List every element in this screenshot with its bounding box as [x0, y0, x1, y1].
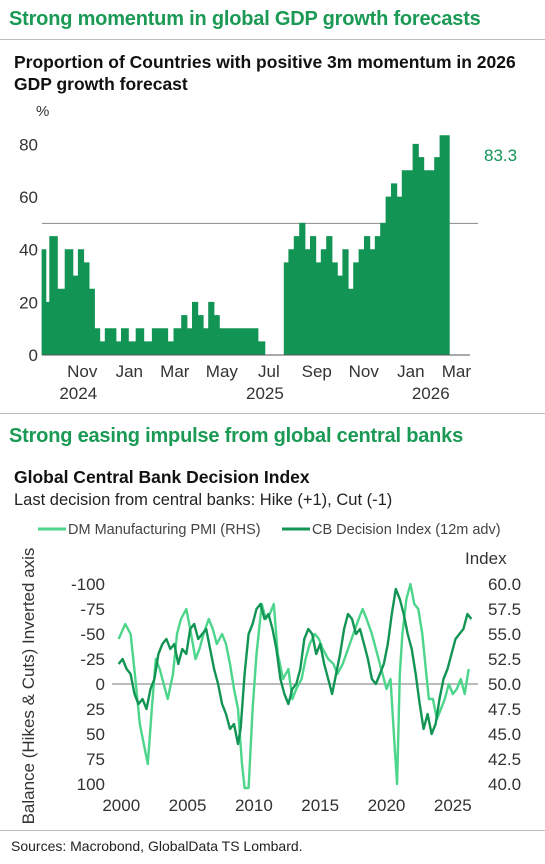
chart2-right-tick-47.5: 47.5 — [488, 700, 521, 719]
chart1-x-tick-year-2025: 2025 — [246, 384, 284, 400]
chart1-y-tick-40: 40 — [19, 241, 38, 260]
chart2-left-tick-50: 50 — [86, 725, 105, 744]
chart2-right-tick-45.0: 45.0 — [488, 725, 521, 744]
chart2-right-tick-55.0: 55.0 — [488, 625, 521, 644]
chart2-x-tick-2005: 2005 — [169, 796, 207, 815]
chart2-x-tick-2025: 2025 — [434, 796, 472, 815]
chart1-x-tick-month-4: Jul — [258, 362, 280, 381]
chart1-x-tick-month-8: Mar — [442, 362, 472, 381]
chart2-left-tick-0: 0 — [96, 675, 105, 694]
chart2-x-tick-2015: 2015 — [301, 796, 339, 815]
chart2-subtitle: Last decision from central banks: Hike (… — [14, 491, 393, 509]
chart1-area-series — [41, 135, 450, 356]
chart1-x-tick-month-2: Mar — [160, 362, 190, 381]
chart2-left-tick--50: -50 — [80, 625, 105, 644]
chart2-series-cb — [117, 587, 473, 746]
chart2-series-pmi — [117, 582, 470, 790]
legend-label-cb: CB Decision Index (12m adv) — [312, 522, 501, 538]
chart2-title: Global Central Bank Decision Index — [14, 467, 310, 487]
chart2-x-tick-2020: 2020 — [368, 796, 406, 815]
source-note: Sources: Macrobond, GlobalData TS Lombar… — [11, 838, 303, 854]
chart2-x-tick-2010: 2010 — [235, 796, 273, 815]
chart1-x-tick-month-1: Jan — [116, 362, 143, 381]
chart2-left-tick-75: 75 — [86, 750, 105, 769]
chart2-x-tick-2000: 2000 — [102, 796, 140, 815]
chart1-x-tick-month-5: Sep — [302, 362, 332, 381]
chart1-area-plot: % 0 20 40 60 80 83.3 Nov Jan Mar May Jul Sep Nov Jan Ma… — [19, 103, 517, 400]
chart2-right-tick-57.5: 57.5 — [488, 600, 521, 619]
chart1-y-tick-20: 20 — [19, 293, 38, 312]
chart1-x-tick-month-7: Jan — [397, 362, 424, 381]
chart2-left-tick--100: -100 — [71, 575, 105, 594]
chart1-y-tick-80: 80 — [19, 135, 38, 154]
chart1-last-value-label: 83.3 — [484, 146, 517, 165]
chart2-left-tick-100: 100 — [77, 775, 105, 794]
section-title-gdp: Strong momentum in global GDP growth for… — [9, 8, 481, 30]
chart1-x-tick-month-3: May — [206, 362, 239, 381]
section-divider-top — [0, 39, 545, 40]
chart2-left-tick-25: 25 — [86, 700, 105, 719]
chart1-x-tick-year-2024: 2024 — [59, 384, 97, 400]
chart1-y-unit-label: % — [36, 103, 49, 120]
chart2-right-tick-52.5: 52.5 — [488, 650, 521, 669]
chart1-x-tick-month-6: Nov — [349, 362, 380, 381]
chart2-right-tick-50.0: 50.0 — [488, 675, 521, 694]
chart1-title: Proportion of Countries with positive 3m… — [14, 52, 516, 94]
chart2-right-tick-60.0: 60.0 — [488, 575, 521, 594]
chart2-left-tick--25: -25 — [80, 650, 105, 669]
section-title-central-banks: Strong easing impulse from global centra… — [9, 425, 464, 447]
chart2-right-tick-40.0: 40.0 — [488, 775, 521, 794]
chart1-x-tick-year-2026: 2026 — [412, 384, 450, 400]
chart2-line-plot: DM Manufacturing PMI (RHS) CB Decision In… — [19, 522, 521, 825]
chart1-x-tick-month-0: Nov — [67, 362, 98, 381]
section-divider-bottom — [0, 830, 545, 831]
chart2-left-axis-title: Balance (Hikes & Cuts) Inverted axis — [19, 548, 38, 825]
chart1-y-tick-60: 60 — [19, 188, 38, 207]
chart1-y-tick-0: 0 — [29, 346, 38, 365]
section-divider-middle — [0, 413, 545, 414]
chart2-right-tick-42.5: 42.5 — [488, 750, 521, 769]
chart2-left-tick--75: -75 — [80, 600, 105, 619]
chart2-right-axis-title: Index — [465, 549, 507, 568]
legend-label-pmi: DM Manufacturing PMI (RHS) — [68, 522, 261, 538]
